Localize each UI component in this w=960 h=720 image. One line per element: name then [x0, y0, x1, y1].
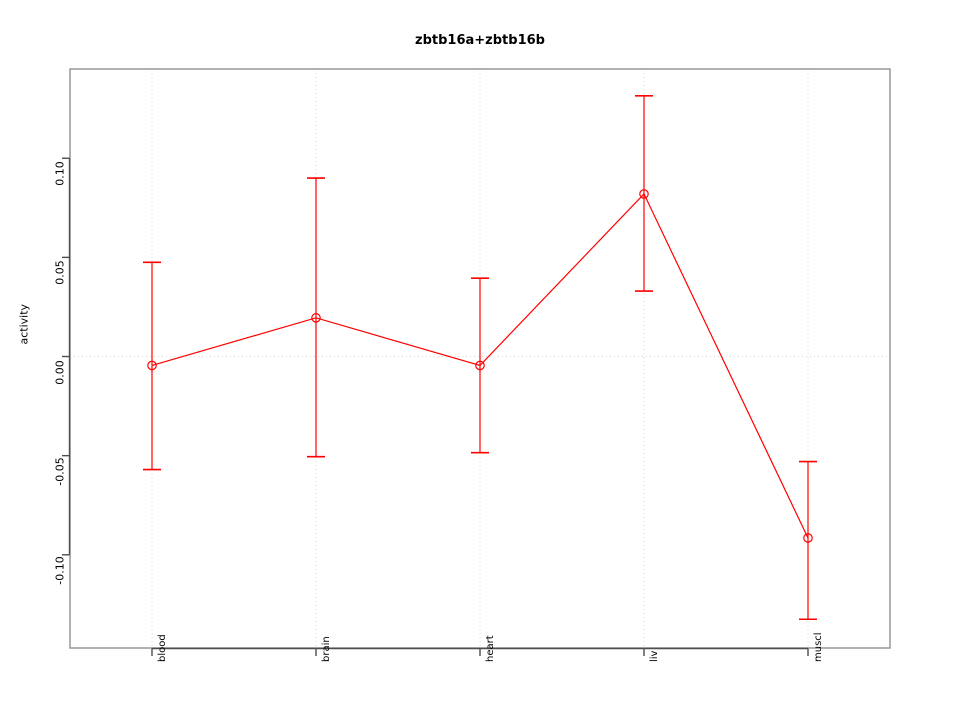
x-axis-tick-label: muscl: [813, 632, 824, 662]
y-axis-tick-label: -0.05: [53, 456, 67, 486]
data-point-marker: [311, 313, 321, 323]
y-axis-tick-label: 0.05: [53, 260, 67, 286]
data-point-marker: [639, 189, 649, 199]
data-point-marker: [803, 533, 813, 543]
x-axis-tick-label: heart: [485, 635, 496, 662]
x-axis-tick-label: liv: [649, 650, 660, 662]
y-axis-tick-label: -0.10: [53, 556, 67, 585]
y-axis-tick-label: 0.10: [53, 161, 67, 186]
chart-title: zbtb16a+zbtb16b: [415, 33, 545, 48]
y-axis-tick-label: 0.00: [53, 359, 67, 385]
x-axis-tick-label: brain: [321, 636, 332, 662]
data-point-marker: [475, 360, 485, 371]
data-point-marker: [147, 360, 157, 371]
x-axis-tick-label: blood: [157, 634, 168, 662]
